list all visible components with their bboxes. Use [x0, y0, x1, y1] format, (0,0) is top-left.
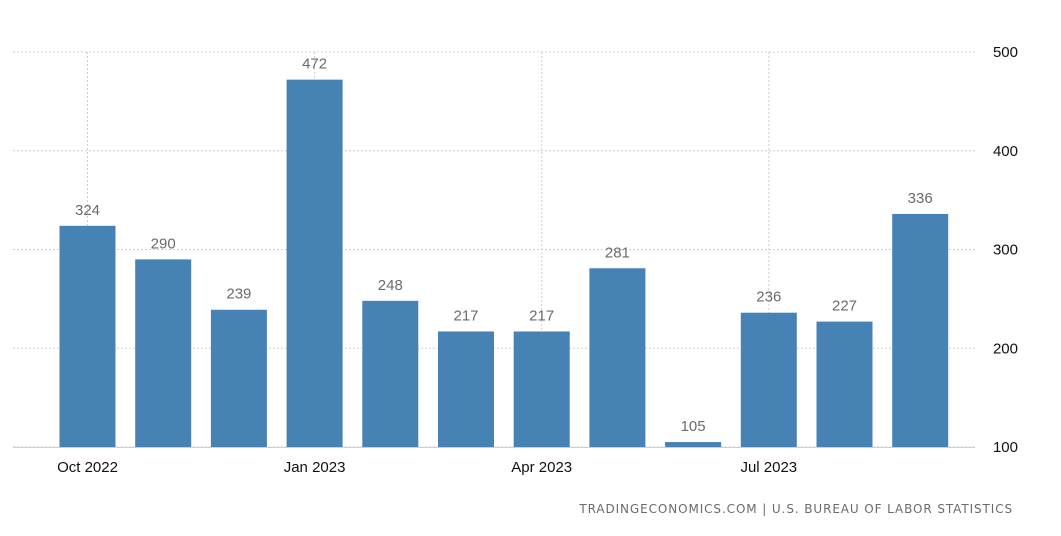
bar-value-label: 472 [302, 56, 327, 73]
x-tick-label: Oct 2022 [57, 459, 118, 476]
bar-value-label: 236 [756, 289, 781, 306]
x-tick-label: Apr 2023 [511, 459, 572, 476]
y-tick-label: 500 [993, 44, 1018, 61]
bar-value-label: 248 [378, 277, 403, 294]
bar [210, 309, 267, 447]
bar-value-label: 336 [908, 190, 933, 207]
bar [59, 225, 116, 447]
bar-value-label: 217 [529, 307, 554, 324]
bar-value-label: 217 [453, 307, 478, 324]
y-tick-label: 200 [993, 340, 1018, 357]
source-attribution: TRADINGECONOMICS.COM | U.S. BUREAU OF LA… [579, 502, 1013, 516]
bar [892, 213, 949, 447]
bar [513, 331, 570, 447]
y-tick-label: 400 [993, 143, 1018, 160]
bar [816, 321, 873, 447]
y-tick-label: 300 [993, 242, 1018, 259]
bar-value-label: 324 [75, 202, 100, 219]
bar [665, 442, 722, 447]
bar-value-label: 239 [226, 286, 251, 303]
y-tick-label: 100 [993, 439, 1018, 456]
bar [589, 268, 646, 447]
bar-value-label: 290 [151, 235, 176, 252]
bar [740, 312, 797, 447]
bar [438, 331, 494, 447]
bar-value-label: 227 [832, 298, 857, 315]
bar-value-label: 281 [605, 244, 630, 261]
bar [362, 300, 419, 447]
x-tick-label: Jan 2023 [284, 459, 346, 476]
bar [286, 79, 343, 448]
bar-value-label: 105 [681, 418, 706, 435]
x-tick-label: Jul 2023 [740, 459, 797, 476]
bar [135, 259, 192, 447]
